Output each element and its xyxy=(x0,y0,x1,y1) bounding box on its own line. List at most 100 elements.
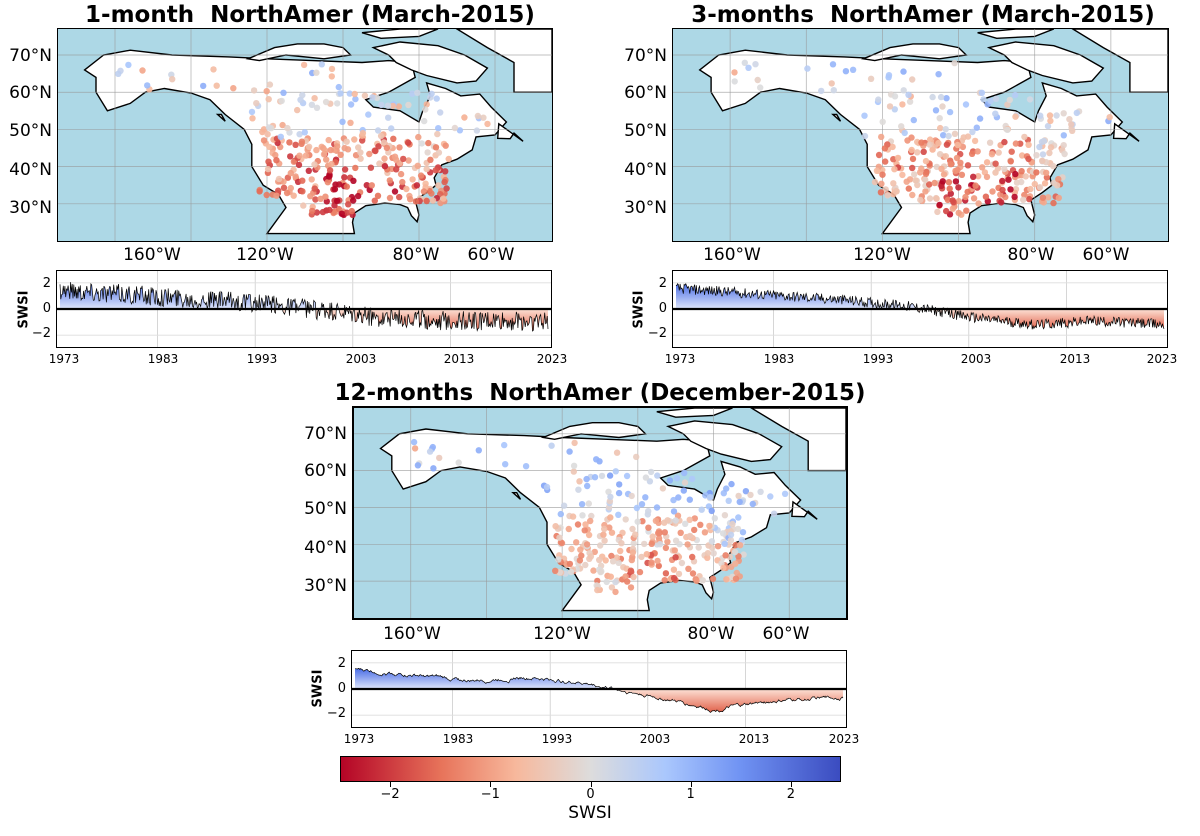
station-point xyxy=(933,195,940,202)
station-point xyxy=(643,551,650,558)
station-point xyxy=(380,139,388,146)
station-point xyxy=(983,173,991,181)
lon-tick: 160°W xyxy=(123,245,181,265)
station-point xyxy=(322,98,330,106)
station-point xyxy=(272,151,279,159)
lat-tick: 50°N xyxy=(304,499,347,519)
station-point xyxy=(385,114,392,121)
lat-tick: 30°N xyxy=(304,576,347,596)
station-point xyxy=(719,530,727,537)
station-point xyxy=(973,124,980,131)
station-point xyxy=(318,61,325,68)
station-point xyxy=(295,161,303,169)
station-point xyxy=(642,494,649,501)
station-point xyxy=(693,577,700,584)
station-point xyxy=(413,182,421,189)
station-point xyxy=(597,542,604,549)
station-point xyxy=(347,119,354,127)
station-point xyxy=(265,124,273,131)
station-point xyxy=(884,192,891,199)
negative-area xyxy=(355,689,843,713)
station-point xyxy=(1044,122,1052,130)
station-point xyxy=(374,192,382,199)
station-point xyxy=(818,87,825,95)
station-point xyxy=(582,521,589,528)
station-point xyxy=(708,538,716,545)
station-point xyxy=(381,163,389,170)
station-point xyxy=(664,517,671,524)
land-island xyxy=(665,420,783,463)
station-point xyxy=(407,196,414,203)
station-point xyxy=(383,144,391,152)
colorbar xyxy=(340,756,841,782)
station-point xyxy=(735,514,742,521)
station-point xyxy=(633,453,640,461)
station-point xyxy=(299,177,306,184)
station-point xyxy=(670,574,678,582)
station-point xyxy=(943,95,950,102)
positive-area xyxy=(676,283,1164,309)
colorbar-tick-label: −2 xyxy=(380,787,400,802)
station-point xyxy=(1043,174,1051,181)
station-point xyxy=(682,520,689,527)
station-point xyxy=(608,552,615,560)
station-point xyxy=(312,196,319,203)
ts-xtick: 1983 xyxy=(763,352,795,366)
timeseries-12-months xyxy=(351,650,847,728)
station-point xyxy=(1018,178,1025,186)
station-point xyxy=(414,89,421,96)
station-point xyxy=(390,135,397,142)
station-point xyxy=(300,202,307,209)
station-point xyxy=(1061,150,1068,158)
station-point xyxy=(918,165,925,172)
station-point xyxy=(437,109,444,116)
station-point xyxy=(393,166,400,173)
station-point xyxy=(575,486,582,493)
station-point xyxy=(903,178,910,185)
station-point xyxy=(552,567,559,574)
station-point xyxy=(323,156,330,163)
map-canvas xyxy=(673,29,1168,241)
station-point xyxy=(634,518,641,525)
station-point xyxy=(979,164,986,171)
station-point xyxy=(891,93,899,100)
station-point xyxy=(412,198,420,205)
station-point xyxy=(909,155,917,163)
station-point xyxy=(607,493,614,501)
station-point xyxy=(583,475,590,483)
station-point xyxy=(311,185,318,192)
station-point xyxy=(426,448,434,455)
station-point xyxy=(432,144,440,151)
station-point xyxy=(597,568,604,576)
station-point xyxy=(629,525,636,533)
map-12-months xyxy=(352,406,848,620)
station-point xyxy=(939,178,946,185)
land-island xyxy=(215,113,226,122)
station-point xyxy=(900,68,907,75)
station-point xyxy=(881,145,889,152)
station-point xyxy=(260,126,268,133)
station-point xyxy=(338,210,345,217)
station-point xyxy=(615,559,622,566)
station-point xyxy=(714,543,722,550)
station-point xyxy=(423,197,430,205)
station-point xyxy=(697,521,704,528)
station-point xyxy=(287,169,294,177)
station-point xyxy=(1066,116,1073,123)
station-point xyxy=(675,570,683,578)
station-point xyxy=(666,477,674,484)
station-point xyxy=(613,449,621,456)
station-point xyxy=(1007,186,1014,193)
station-point xyxy=(395,103,403,110)
station-point xyxy=(396,193,403,201)
station-point xyxy=(601,537,608,544)
station-point xyxy=(781,490,789,497)
station-point xyxy=(671,547,678,554)
station-point xyxy=(125,61,132,69)
station-point xyxy=(606,472,614,479)
station-point xyxy=(273,192,280,199)
lat-tick: 60°N xyxy=(624,83,667,103)
station-point xyxy=(998,199,1005,206)
station-point xyxy=(371,147,378,154)
station-point xyxy=(405,139,412,146)
